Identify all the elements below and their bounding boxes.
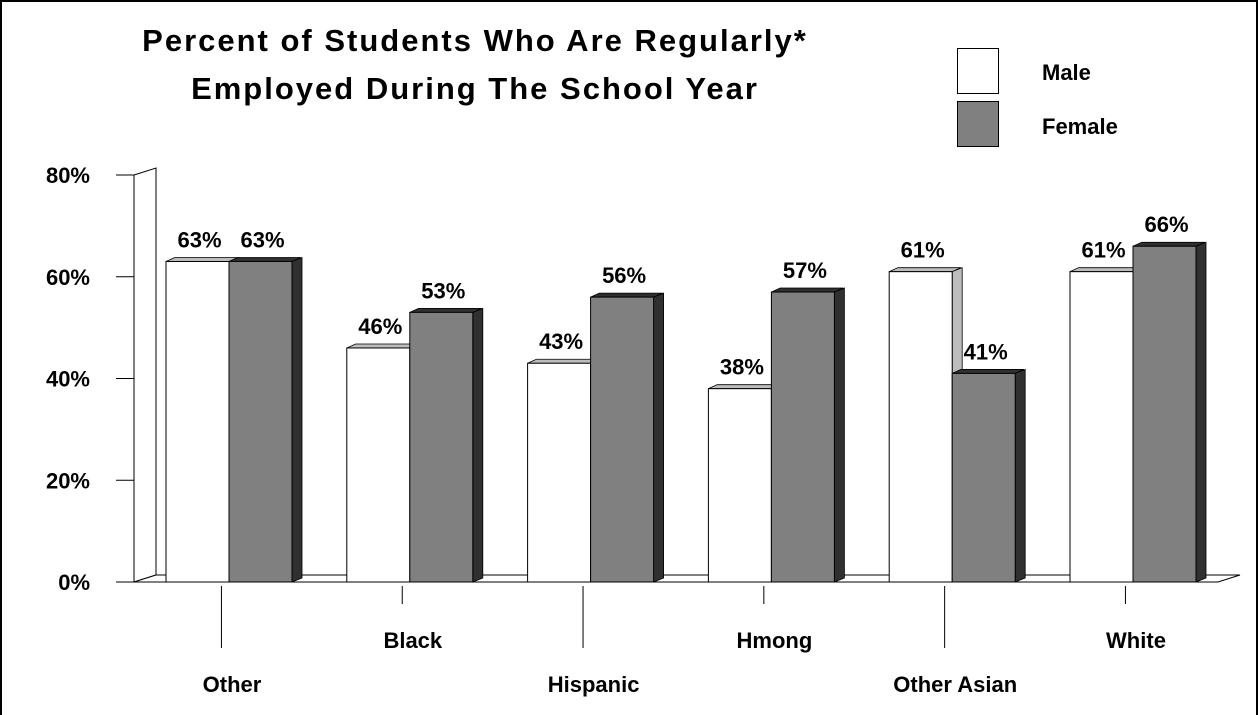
bar-male (1069, 271, 1134, 583)
bar-female (1132, 245, 1197, 583)
bar-side-female (653, 292, 664, 583)
value-label-female: 57% (783, 258, 827, 283)
category-label: Other Asian (893, 672, 1017, 697)
value-label-female: 66% (1144, 212, 1188, 237)
bar-top-female (228, 257, 301, 262)
category-label: White (1106, 628, 1166, 653)
bar-male (707, 388, 772, 583)
bar-top-female (1132, 241, 1205, 247)
bar-top-male (165, 257, 238, 262)
bar-top-male (889, 267, 962, 273)
back-wall (133, 167, 157, 583)
value-label-female: 41% (964, 339, 1008, 364)
legend-label-female: Female (1042, 114, 1118, 139)
bar-top-male (527, 358, 600, 364)
bar-top-male (346, 343, 419, 349)
category-label: Hispanic (548, 672, 640, 697)
category-label: Hmong (737, 628, 813, 653)
value-label-male: 61% (901, 238, 945, 263)
legend-swatch-female (957, 101, 999, 147)
bar-female (770, 291, 835, 583)
bar-top-male (1069, 267, 1142, 273)
bar-side-female (1014, 368, 1026, 583)
bar-top-female (409, 307, 482, 313)
value-label-male: 38% (720, 355, 764, 380)
category-label: Black (383, 628, 442, 653)
value-label-female: 63% (240, 227, 284, 252)
y-tick-label: 40% (46, 367, 90, 392)
bar-male (888, 271, 953, 583)
chart-title-line-2: Employed During The School Year (191, 71, 759, 106)
legend-swatch-male (957, 48, 999, 94)
bar-side-female (834, 287, 845, 583)
bar-female (951, 372, 1016, 583)
bar-top-male (708, 384, 781, 390)
value-label-male: 61% (1081, 238, 1125, 263)
value-label-male: 46% (358, 314, 402, 339)
label-layer: 0% 20% 40% 60% 80% 63% 63% Other 46% 53% Black 43% 5… (46, 163, 1189, 697)
bar-female (409, 311, 474, 583)
value-label-male: 43% (539, 329, 583, 354)
value-label-female: 56% (602, 263, 646, 288)
bar-male (346, 347, 411, 583)
y-tick-label: 60% (46, 265, 90, 290)
bar-top-female (771, 287, 844, 293)
legend-label-male: Male (1042, 60, 1091, 85)
bar-top-female (590, 292, 663, 298)
bar-side-female (1195, 241, 1207, 583)
bar-female (590, 296, 655, 583)
bar-top-female (952, 369, 1025, 374)
bar-male (527, 362, 592, 583)
y-tick-label: 20% (46, 468, 90, 493)
bar-female (228, 260, 293, 583)
category-label: Other (203, 672, 262, 697)
y-tick-label: 80% (46, 163, 90, 188)
bar-male (165, 260, 230, 583)
bar-side-female (291, 256, 303, 583)
y-tick-label: 0% (58, 570, 90, 595)
value-label-female: 53% (421, 278, 465, 303)
bar-side-female (472, 307, 484, 583)
value-label-male: 63% (177, 227, 221, 252)
bar-layer (165, 241, 1207, 583)
chart-title-line-1: Percent of Students Who Are Regularly* (142, 23, 808, 58)
